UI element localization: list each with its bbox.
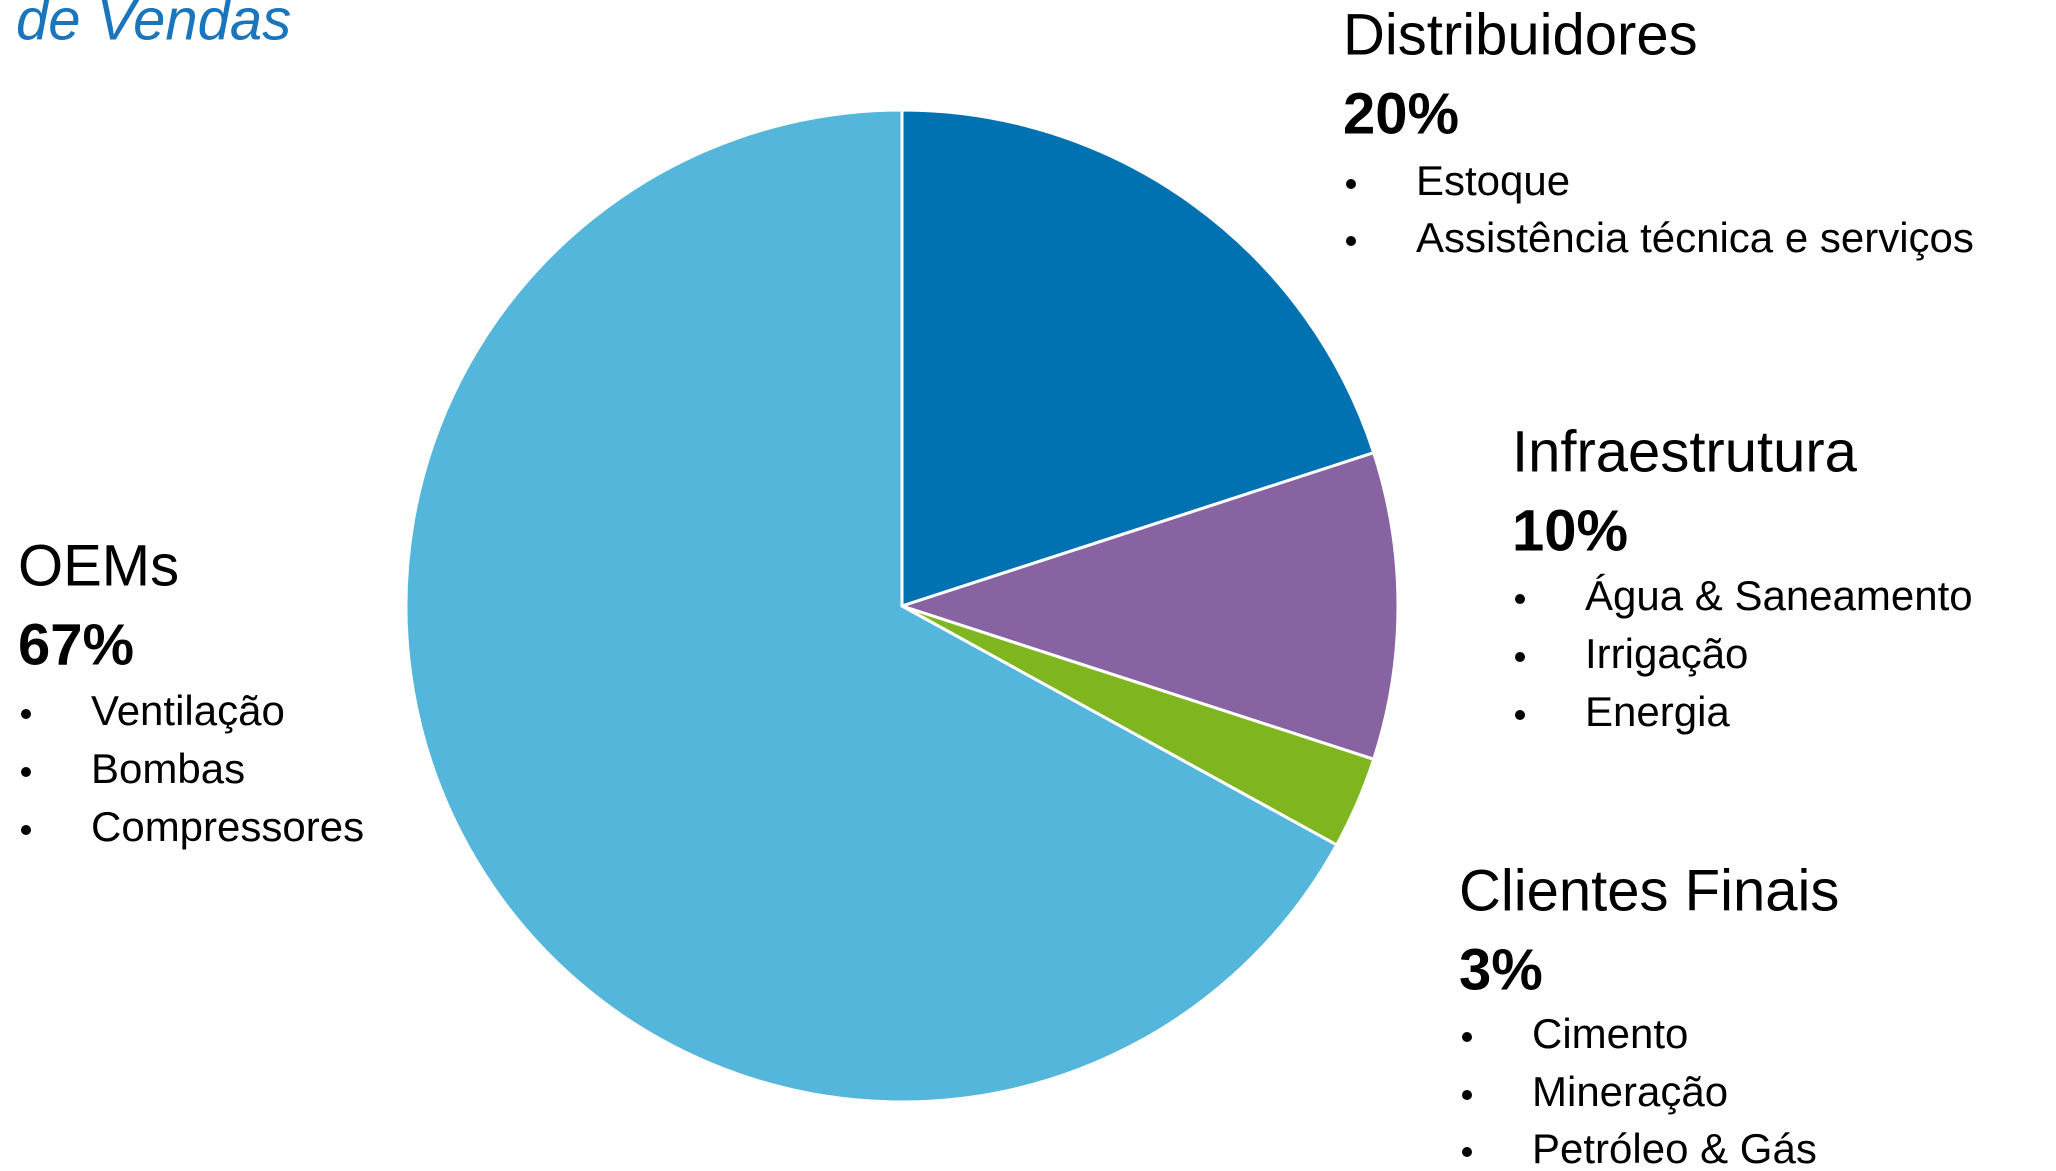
pie-slice: [897, 450, 1400, 762]
detail-item: Irrigação: [1585, 630, 1748, 677]
pie-slice: [404, 108, 1339, 1104]
bullet: [1515, 652, 1525, 662]
slice-value-label: 20%: [1343, 81, 1459, 146]
bullet: [1515, 710, 1525, 720]
slice-label: Clientes Finais: [1459, 858, 1839, 923]
slice-value-label: 10%: [1512, 498, 1628, 563]
bullet: [1462, 1032, 1472, 1042]
detail-item: Mineração: [1532, 1068, 1728, 1115]
slice-label: OEMs: [18, 533, 179, 598]
slice-label: Infraestrutura: [1512, 419, 1858, 484]
bullet: [1346, 179, 1356, 189]
slice-value-label: 67%: [18, 612, 134, 677]
bullet: [21, 709, 31, 719]
detail-item: Energia: [1585, 688, 1730, 735]
detail-item: Ventilação: [91, 687, 285, 734]
bullet: [21, 767, 31, 777]
detail-item: Assistência técnica e serviços: [1416, 214, 1974, 261]
detail-item: Petróleo & Gás: [1532, 1125, 1817, 1171]
slice-value-label: 3%: [1459, 937, 1543, 1002]
bullet: [21, 825, 31, 835]
detail-item: Compressores: [91, 803, 364, 850]
detail-item: Cimento: [1532, 1010, 1688, 1057]
slice-label: Distribuidores: [1343, 2, 1698, 67]
pie-slice: [900, 108, 1376, 609]
chart-title: de Vendas: [16, 0, 291, 52]
detail-item: Estoque: [1416, 157, 1570, 204]
detail-item: Água & Saneamento: [1585, 572, 1973, 619]
bullet: [1462, 1090, 1472, 1100]
bullet: [1462, 1147, 1472, 1157]
detail-item: Bombas: [91, 745, 245, 792]
bullet: [1346, 236, 1356, 246]
bullet: [1515, 594, 1525, 604]
